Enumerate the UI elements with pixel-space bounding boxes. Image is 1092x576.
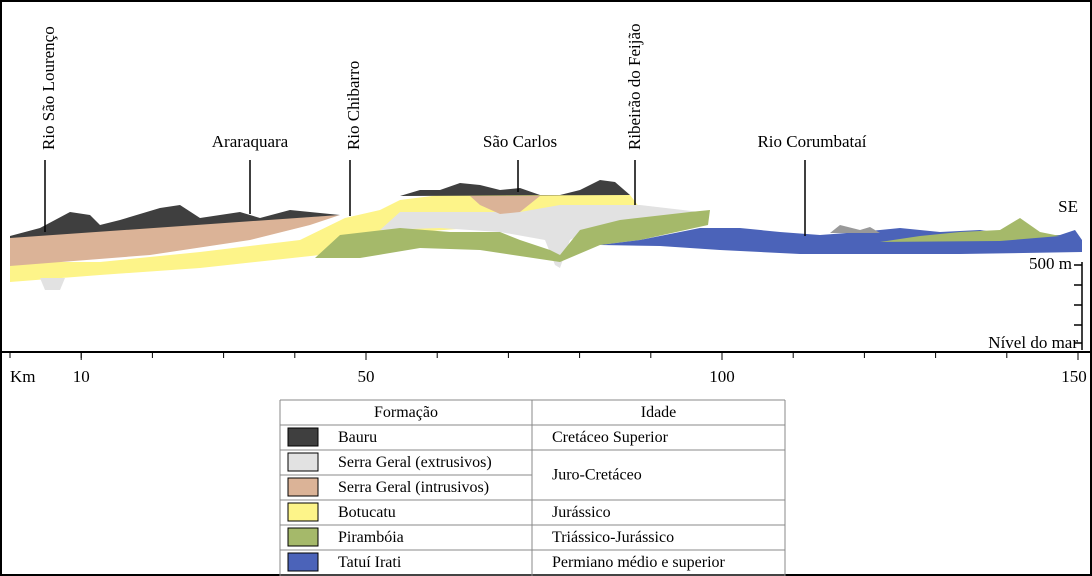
table-header: Formação [374, 404, 438, 421]
legend-swatch [288, 528, 318, 546]
legend-formation: Tatuí Irati [338, 554, 402, 571]
legend-swatch [288, 503, 318, 521]
direction-label: SE [1058, 197, 1078, 216]
legend-age: Triássico-Jurássico [552, 529, 674, 546]
legend-table: Formação Idade Bauru Serra Geral (extrusivo… [280, 400, 785, 576]
cross-section-figure: Rio São Lourenço Rio Chibarro Ribeirão d… [0, 0, 1092, 576]
place-label: Araraquara [212, 132, 289, 151]
elevation-label: 500 m [1029, 254, 1072, 273]
km-tick-label: 50 [358, 367, 375, 386]
legend-formation: Serra Geral (intrusivos) [338, 479, 489, 496]
place-label: Rio Corumbataí [757, 132, 866, 151]
axis-unit: Km [10, 367, 36, 386]
geology [10, 180, 1082, 290]
legend-age: Cretáceo Superior [552, 429, 669, 446]
legend-swatch [288, 553, 318, 571]
legend-swatch [288, 453, 318, 471]
legend-age: Jurássico [552, 504, 611, 521]
place-label: Ribeirão do Feijão [625, 23, 644, 150]
serra-geral-extrusive-small [40, 278, 65, 290]
place-label: Rio Chibarro [344, 61, 363, 150]
km-tick-label: 100 [709, 367, 735, 386]
legend-formation: Bauru [338, 429, 377, 446]
sea-level-label: Nível do mar [988, 333, 1078, 352]
bauru-center [400, 180, 630, 196]
frame [1, 1, 1091, 575]
legend-age: Permiano médio e superior [552, 554, 726, 571]
legend-formation: Serra Geral (extrusivos) [338, 454, 492, 471]
place-label: São Carlos [483, 132, 557, 151]
table-header: Idade [641, 404, 677, 421]
legend-age: Juro-Cretáceo [552, 467, 642, 484]
legend-formation: Pirambóia [338, 529, 404, 546]
km-tick-label: 150 [1061, 367, 1087, 386]
serra-geral-east [830, 225, 880, 233]
legend-swatch [288, 478, 318, 496]
legend-formation: Botucatu [338, 504, 396, 521]
legend-swatch [288, 428, 318, 446]
place-label: Rio São Lourenço [39, 26, 58, 150]
km-tick-label: 10 [73, 367, 90, 386]
